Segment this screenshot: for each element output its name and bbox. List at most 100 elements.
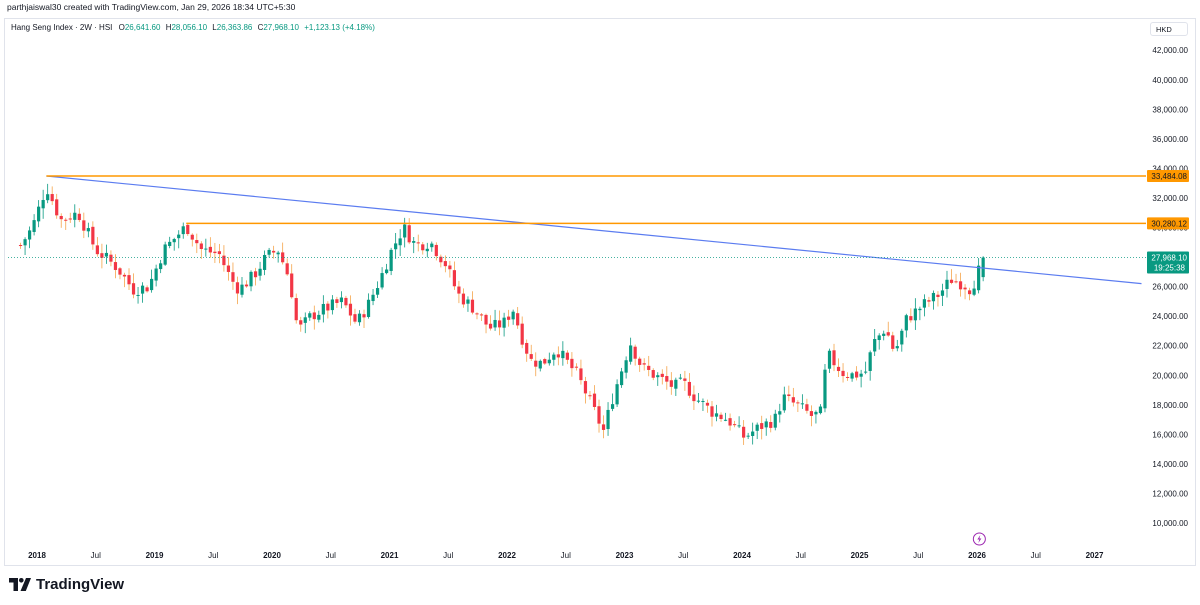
price-tick-label: 32,000.00: [1152, 194, 1188, 203]
candle-body: [949, 279, 954, 283]
candle-body: [800, 403, 804, 405]
candle-body: [77, 213, 81, 221]
candle-body: [281, 252, 285, 263]
candle-body: [55, 199, 59, 216]
time-tick-label: Jul: [678, 551, 688, 560]
candle-body: [276, 252, 280, 255]
candle-body: [746, 435, 750, 437]
candle-body: [561, 350, 565, 359]
candle-body: [407, 225, 411, 243]
candle-body: [936, 294, 940, 297]
candle-body: [710, 406, 714, 417]
candle-body: [516, 313, 520, 326]
candle-body: [136, 294, 140, 296]
candle-body: [882, 333, 886, 336]
price-tick-label: 14,000.00: [1152, 460, 1188, 469]
price-tick-label: 42,000.00: [1152, 46, 1188, 55]
candle-body: [656, 375, 660, 378]
candle-body: [371, 294, 375, 302]
last-price-label: 27,968.10: [1151, 254, 1187, 263]
candle-body: [321, 303, 325, 315]
candle-body: [958, 281, 963, 290]
candle-body: [285, 263, 289, 275]
candle-body: [412, 241, 416, 243]
price-tick-label: 18,000.00: [1152, 401, 1188, 410]
candle-body: [728, 418, 732, 426]
markers-layer: [972, 532, 986, 546]
candle-body: [235, 282, 240, 294]
symbol-title[interactable]: Hang Seng Index · 2W · HSI: [11, 23, 113, 32]
candle-body: [850, 373, 854, 379]
candle-body: [791, 397, 795, 403]
candle-body: [601, 424, 606, 430]
candle-body: [931, 292, 936, 302]
symbol-legend[interactable]: Hang Seng Index · 2W · HSI O26,641.60 H2…: [11, 23, 375, 32]
candle-body: [520, 323, 524, 345]
candle-body: [177, 234, 181, 239]
candle-body: [231, 272, 235, 282]
candle-body: [647, 365, 651, 370]
time-tick-label: 2021: [381, 551, 399, 560]
price-tick-label: 24,000.00: [1152, 312, 1188, 321]
candle-body: [262, 254, 267, 270]
candle-body: [534, 360, 538, 367]
candle-body: [832, 350, 836, 366]
candle-body: [624, 360, 628, 373]
candle-body: [701, 400, 705, 402]
candle-body: [258, 268, 262, 276]
candle-body: [719, 414, 723, 420]
candle-body: [27, 230, 32, 240]
lightning-icon-glyph: [977, 535, 982, 543]
candle-body: [317, 314, 321, 320]
tradingview-logo[interactable]: TradingView: [9, 576, 124, 593]
candle-body: [398, 238, 402, 246]
candle-body: [651, 370, 655, 378]
tradingview-logo-icon: [9, 578, 31, 591]
candle-body: [787, 394, 791, 397]
candle-body: [308, 313, 312, 318]
low-label: L: [212, 23, 217, 32]
candle-body: [904, 315, 908, 331]
candle-body: [46, 194, 50, 201]
candle-body: [253, 271, 258, 278]
candle-body: [375, 288, 380, 295]
level-price-label: 30,280.12: [1151, 219, 1187, 228]
candle-body: [479, 314, 484, 316]
candle-body: [186, 224, 190, 235]
candle-body: [507, 316, 511, 320]
candle-body: [565, 352, 569, 360]
candle-body: [59, 215, 63, 220]
candle-body: [696, 400, 701, 402]
candle-body: [511, 311, 515, 320]
time-tick-label: 2020: [263, 551, 281, 560]
candle-body: [416, 242, 420, 244]
candle-body: [294, 298, 298, 321]
time-tick-label: Jul: [561, 551, 571, 560]
candle-body: [836, 366, 841, 372]
candle-body: [845, 376, 850, 378]
candle-body: [809, 411, 814, 416]
candle-body: [954, 281, 958, 283]
candle-body: [385, 269, 389, 274]
last-price-tag: [1147, 251, 1189, 274]
time-tick-label: Jul: [443, 551, 453, 560]
candle-body: [118, 268, 122, 275]
candle-body: [154, 268, 158, 281]
candle-body: [588, 395, 592, 397]
candle-body: [357, 313, 362, 323]
candle-body: [841, 370, 845, 377]
trendline: [46, 175, 1142, 285]
candle-body: [326, 303, 330, 311]
time-axis: 2018 Jul 2019 Jul 2020 Jul 2021 Jul 2022 Jul 2023 J…: [28, 551, 1104, 560]
candle-body: [665, 376, 669, 382]
candle-body: [344, 297, 348, 306]
candle-body: [737, 425, 741, 427]
candle-body: [330, 299, 334, 311]
candle-body: [488, 323, 493, 329]
price-tick-label: 12,000.00: [1152, 489, 1188, 498]
currency-button[interactable]: HKD: [1150, 22, 1188, 36]
candle-body: [303, 317, 307, 323]
price-tick-label: 16,000.00: [1152, 430, 1188, 439]
price-tick-label: 34,000.00: [1152, 164, 1188, 173]
